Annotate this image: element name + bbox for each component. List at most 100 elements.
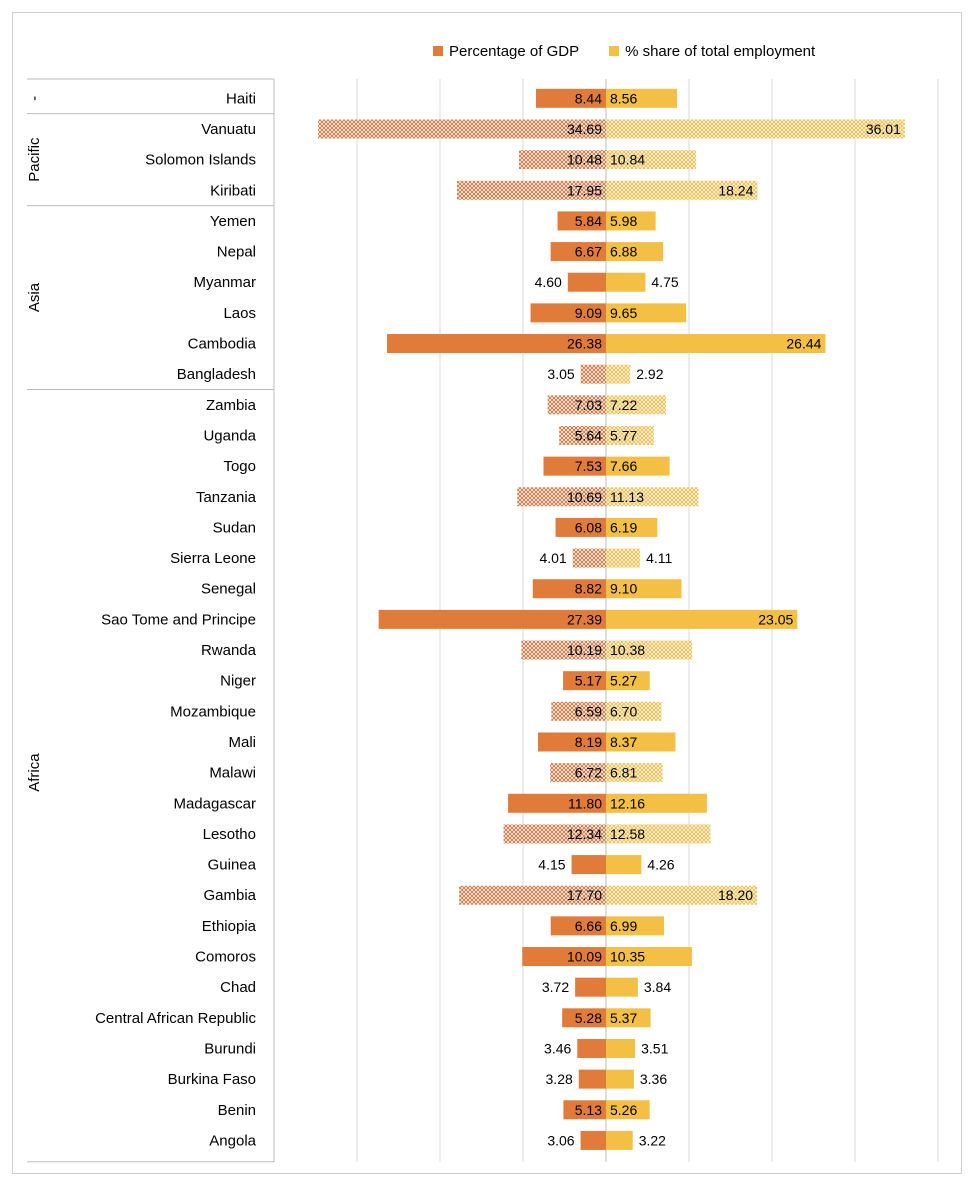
data-label-employment: 4.11 <box>646 550 672 566</box>
bar-employment <box>606 119 905 139</box>
data-label-gdp: 12.34 <box>567 826 602 842</box>
data-label-gdp: 4.01 <box>539 550 566 566</box>
bar-employment <box>606 1069 634 1089</box>
bar-employment <box>606 916 665 936</box>
data-label-gdp: 7.53 <box>575 458 602 474</box>
category-label: Yemen <box>210 213 256 230</box>
bar-gdp <box>577 1038 606 1058</box>
category-label: Senegal <box>201 581 256 598</box>
data-label-employment: 4.26 <box>647 857 674 873</box>
data-label-gdp: 3.46 <box>544 1040 571 1056</box>
group-label: Africa <box>26 753 43 792</box>
category-label: Nepal <box>217 244 256 261</box>
bar-employment <box>606 1038 636 1058</box>
group-label: - <box>26 96 43 101</box>
category-label: Rwanda <box>201 642 257 659</box>
bar-gdp <box>532 579 606 599</box>
bar-gdp <box>535 88 606 108</box>
category-label: Ethiopia <box>202 918 257 935</box>
data-label-gdp: 8.82 <box>575 581 602 597</box>
category-labels: Haiti Vanuatu Solomon Islands Kiribati Yemen… <box>95 90 257 1149</box>
data-label-employment: 7.22 <box>610 397 637 413</box>
bar-employment <box>606 885 758 905</box>
category-label: Haiti <box>226 90 256 107</box>
bar-gdp <box>563 1100 606 1120</box>
data-label-employment: 12.58 <box>610 826 645 842</box>
data-label-gdp: 8.19 <box>575 734 602 750</box>
category-label: Comoros <box>195 949 256 966</box>
bar-employment <box>606 150 696 170</box>
data-label-employment: 3.22 <box>639 1132 666 1148</box>
data-label-gdp: 6.59 <box>575 703 602 719</box>
data-label-gdp: 10.48 <box>567 152 602 168</box>
data-label-employment: 5.27 <box>610 673 637 689</box>
bar-employment <box>606 824 711 844</box>
data-label-gdp: 5.28 <box>575 1010 602 1026</box>
data-label-gdp: 6.08 <box>575 519 602 535</box>
data-label-employment: 5.77 <box>610 427 637 443</box>
category-label: Guinea <box>208 857 257 874</box>
bar-gdp <box>551 701 606 721</box>
bar-employment <box>606 303 687 323</box>
legend-label-gdp: Percentage of GDP <box>449 42 580 60</box>
data-label-employment: 23.05 <box>758 611 793 627</box>
bar-gdp <box>457 180 606 200</box>
bar-employment <box>606 1008 651 1028</box>
bar-gdp <box>521 640 606 660</box>
data-label-gdp: 10.09 <box>567 949 602 965</box>
data-label-gdp: 3.06 <box>547 1132 574 1148</box>
data-label-gdp: 5.64 <box>575 427 602 443</box>
bar-gdp <box>459 885 606 905</box>
data-label-gdp: 6.67 <box>575 244 602 260</box>
category-label: Mali <box>228 734 256 751</box>
data-label-gdp: 10.69 <box>567 489 602 505</box>
bar-employment <box>606 793 707 813</box>
bars: 8.44 8.56 34.69 36.01 10.48 10.84 17.95 18.24 5.… <box>318 88 905 1150</box>
bar-gdp <box>550 916 606 936</box>
category-label: Madagascar <box>173 795 256 812</box>
bar-employment <box>606 701 662 721</box>
bar-gdp <box>378 609 606 629</box>
bar-employment <box>606 88 678 108</box>
data-label-employment: 5.37 <box>610 1010 637 1026</box>
bar-gdp <box>563 671 606 691</box>
data-label-employment: 26.44 <box>786 336 821 352</box>
bar-gdp <box>508 793 606 813</box>
bar-employment <box>606 1100 650 1120</box>
category-label: Sierra Leone <box>170 550 256 567</box>
category-label: Kiribati <box>210 182 256 199</box>
bar-employment <box>606 334 826 354</box>
bar-gdp <box>522 947 606 967</box>
category-label: Laos <box>223 305 256 322</box>
chart-frame: Percentage of GDP % share of total emplo… <box>12 12 962 1174</box>
data-label-employment: 11.13 <box>610 489 644 505</box>
data-label-employment: 5.26 <box>610 1102 637 1118</box>
data-label-gdp: 3.72 <box>542 979 569 995</box>
category-label: Central African Republic <box>95 1010 256 1027</box>
legend-swatch-gdp <box>433 46 443 56</box>
data-label-employment: 10.38 <box>610 642 645 658</box>
data-label-employment: 6.70 <box>610 703 637 719</box>
group-labels: - Pacific Asia Africa <box>26 78 274 792</box>
bar-employment <box>606 272 646 292</box>
data-label-employment: 9.10 <box>610 581 637 597</box>
bar-gdp <box>503 824 606 844</box>
data-label-employment: 5.98 <box>610 213 637 229</box>
bar-gdp <box>517 487 606 507</box>
data-label-gdp: 4.60 <box>535 274 562 290</box>
data-label-employment: 2.92 <box>636 366 663 382</box>
category-label: Solomon Islands <box>145 152 256 169</box>
bar-employment <box>606 211 656 231</box>
data-label-employment: 8.56 <box>610 90 637 106</box>
data-label-gdp: 8.44 <box>575 90 602 106</box>
bar-employment <box>606 640 693 660</box>
data-label-employment: 4.75 <box>651 274 678 290</box>
category-label: Tanzania <box>196 489 257 506</box>
data-label-gdp: 17.70 <box>567 887 602 903</box>
data-label-employment: 6.88 <box>610 244 637 260</box>
bar-employment <box>606 425 654 445</box>
category-label: Burundi <box>204 1040 256 1057</box>
bar-gdp <box>318 119 606 139</box>
data-label-gdp: 11.80 <box>568 795 602 811</box>
category-label: Lesotho <box>203 826 256 843</box>
